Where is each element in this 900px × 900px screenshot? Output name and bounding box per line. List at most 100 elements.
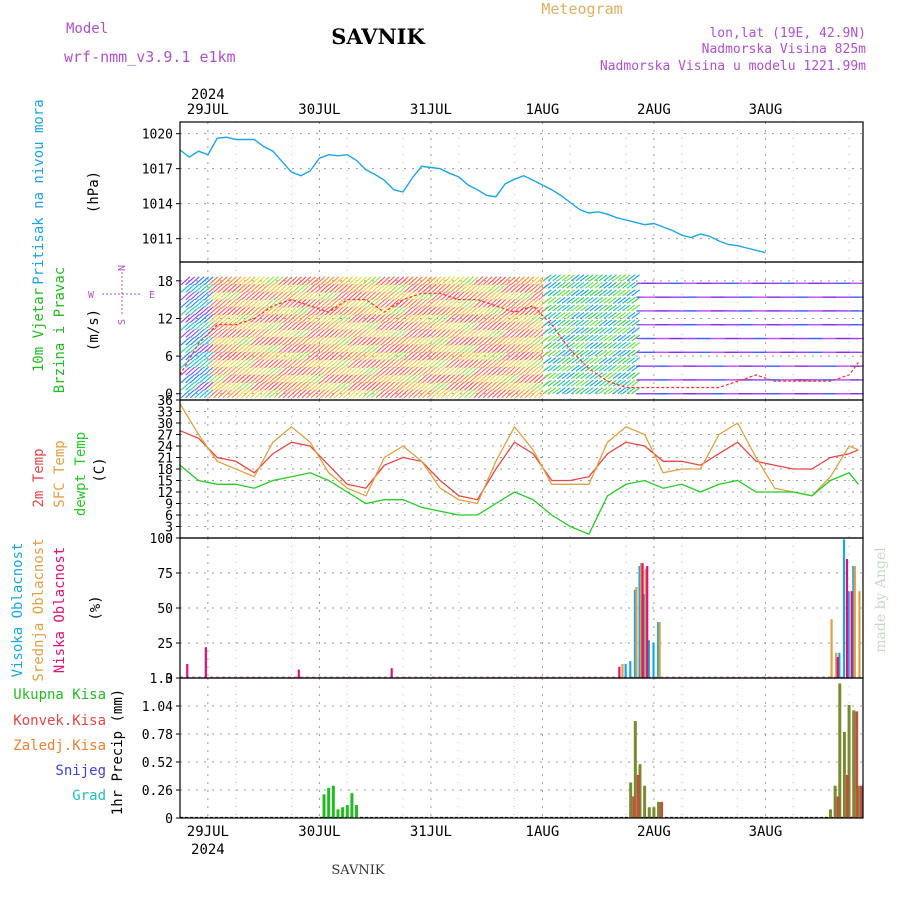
wind-barb [268, 283, 279, 293]
wind-barb [320, 291, 330, 301]
wind-barb [301, 359, 312, 369]
elevation-label: Nadmorska Visina 825m [702, 42, 867, 57]
wind-barb [622, 327, 631, 334]
wind-barb [482, 306, 493, 316]
wind-barb [426, 359, 437, 369]
precip-bar [629, 782, 633, 818]
wind-barb [380, 381, 391, 391]
wind-barb [422, 389, 432, 399]
wind-barb [477, 366, 488, 376]
wind-barb [278, 344, 288, 353]
wind-barb [477, 306, 488, 316]
wind-barb [352, 351, 363, 361]
wind-barb [338, 321, 349, 331]
wind-barb [278, 306, 288, 316]
wind-barb [287, 291, 298, 301]
wind-barb [320, 351, 330, 361]
wind-barb [259, 329, 270, 338]
wind-barb [264, 374, 274, 384]
wind-barb [203, 306, 214, 316]
wind-barb [431, 283, 442, 293]
wind-barb [231, 306, 242, 316]
wind-barb [329, 351, 340, 361]
precip-bar [856, 785, 860, 818]
wind-barb [399, 351, 409, 361]
wind-barb [557, 387, 566, 395]
wind-barb [189, 298, 200, 308]
wind-barb [622, 304, 631, 312]
wind-barb [501, 344, 511, 353]
wind-barb [598, 357, 608, 365]
wind-barb [333, 298, 344, 308]
wind-barb [324, 344, 335, 353]
wind-barb [631, 357, 641, 365]
wind-barb [608, 312, 617, 319]
wind-barb [431, 336, 442, 346]
cloud-bar [657, 622, 660, 678]
wind-barb [426, 389, 437, 399]
wind-barb [473, 329, 484, 338]
wind-barb [510, 389, 521, 399]
wind-barb [459, 298, 470, 308]
wind-barb [631, 342, 641, 350]
wind-barb [222, 344, 233, 353]
wind-barb [241, 283, 251, 293]
wind-barb [482, 276, 493, 286]
wind-barb [436, 344, 446, 353]
wind-barb [603, 274, 613, 282]
wind-barb [408, 374, 419, 384]
wind-barb [268, 329, 279, 338]
wind-barb [426, 298, 437, 308]
wind-barb [320, 344, 330, 353]
wind-barb [273, 389, 284, 399]
wind-barb [217, 329, 228, 338]
wind-barb [292, 374, 302, 384]
wind-barb [208, 389, 219, 399]
wind-barb [347, 283, 358, 293]
wind-barb [487, 374, 498, 384]
wind-barb [315, 344, 326, 353]
cloud-bar [830, 619, 833, 678]
wind-barb [273, 359, 284, 369]
wind-speed-line [179, 292, 859, 389]
wind-barb [505, 283, 516, 293]
wind-barb [199, 306, 209, 316]
wind-barb [227, 366, 237, 376]
wind-barb [329, 344, 340, 353]
wind-barb [357, 359, 367, 369]
wind-barb [422, 276, 432, 286]
wind-barb [440, 344, 451, 353]
wind-barb [236, 389, 247, 399]
wind-barb [389, 291, 400, 301]
wind-barb [250, 381, 261, 391]
wind-barb [320, 306, 330, 316]
wind-barb [454, 336, 465, 346]
panel-frame-4 [179, 537, 864, 679]
wind-barb [241, 306, 251, 316]
wind-barb [282, 329, 293, 338]
wind-barb [301, 366, 312, 376]
wind-barb [584, 334, 594, 342]
wind-barb [403, 336, 414, 346]
wind-barb [282, 306, 293, 316]
wind-barb [338, 329, 349, 338]
wind-barb [543, 289, 552, 297]
wind-barb [324, 336, 335, 346]
wind-barb [454, 381, 465, 391]
wind-barb [445, 366, 456, 376]
wind-barb [454, 306, 465, 316]
wind-barb [408, 298, 419, 308]
wind-barb [552, 379, 562, 387]
bottom-day-label: 29JUL [187, 824, 229, 840]
y-tick-label: 100 [150, 532, 173, 547]
wind-barb [454, 329, 465, 338]
wind-barb [250, 344, 261, 353]
wind-barb [580, 357, 589, 365]
wind-barb [352, 306, 363, 316]
wind-barb [487, 359, 498, 369]
wind-barb [426, 374, 437, 384]
wind-barb [250, 351, 261, 361]
wind-barb [491, 389, 502, 399]
wind-barb [459, 359, 470, 369]
wind-barb [491, 381, 502, 391]
